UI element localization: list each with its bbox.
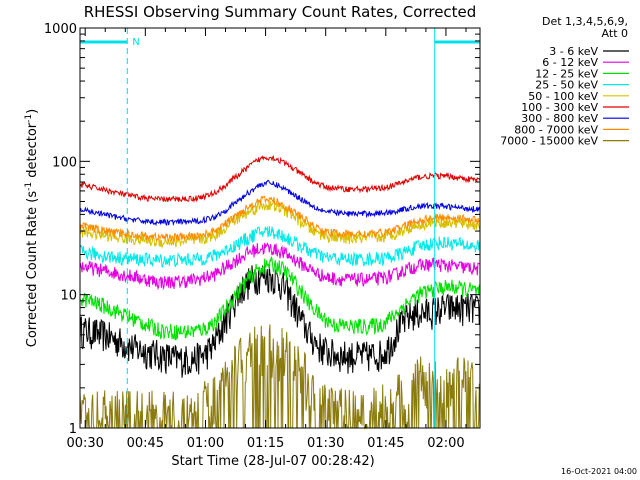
y-tick-label-1: 10	[60, 289, 77, 304]
y-axis-label-end: )	[25, 109, 40, 114]
legend-label-6: 300 - 800 keV	[521, 112, 598, 125]
x-tick-label-0: 00:30	[66, 436, 103, 451]
legend-header-line2: Att 0	[602, 27, 628, 40]
y-axis-label-sup2: -1	[24, 114, 34, 123]
series-line-3	[79, 225, 481, 268]
x-tick-label-2: 01:00	[187, 436, 224, 451]
plot-frame	[79, 27, 481, 429]
series-line-5	[79, 155, 481, 203]
legend-label-5: 100 - 300 keV	[521, 101, 598, 114]
y-tick-label-2: 100	[52, 155, 77, 170]
x-tick-label-1: 00:45	[127, 436, 164, 451]
series-line-8	[79, 324, 481, 430]
series-line-0	[79, 264, 481, 378]
legend-label-7: 800 - 7000 keV	[514, 123, 598, 136]
x-tick-label-4: 01:30	[307, 436, 344, 451]
chart-title: RHESSI Observing Summary Count Rates, Co…	[84, 3, 477, 21]
series-line-1	[79, 242, 481, 291]
legend-label-2: 12 - 25 keV	[535, 67, 598, 80]
night-flag-label: N	[132, 37, 139, 48]
legend-label-4: 50 - 100 keV	[528, 90, 598, 103]
x-tick-label-6: 02:00	[427, 436, 464, 451]
y-axis-label-mid: detector	[25, 122, 40, 182]
legend-label-1: 6 - 12 keV	[542, 56, 598, 69]
series-line-7	[79, 195, 481, 242]
legend-label-8: 7000 - 15000 keV	[500, 135, 598, 148]
y-axis-label-sup1: -1	[24, 182, 34, 191]
series-line-2	[79, 256, 481, 341]
legend-header-line1: Det 1,3,4,5,6,9,	[542, 15, 628, 28]
y-axis-label: Corrected Count Rate (s-1 detector-1)	[24, 109, 40, 347]
data-layer	[79, 155, 481, 430]
legend-label-3: 25 - 50 keV	[535, 79, 598, 92]
y-tick-label-3: 1000	[44, 22, 77, 37]
axis-layer: 00:30 00:45 01:00 01:15 01:30 01:45 02:00 1 10 10…	[44, 22, 480, 451]
x-axis-label: Start Time (28-Jul-07 00:28:42)	[171, 454, 374, 469]
legend-label-0: 3 - 6 keV	[549, 45, 598, 58]
series-line-6	[79, 179, 481, 227]
series-line-4	[79, 198, 481, 250]
x-tick-label-3: 01:15	[247, 436, 284, 451]
y-axis-label-main: Corrected Count Rate (s	[25, 191, 40, 348]
x-tick-label-5: 01:45	[367, 436, 404, 451]
timestamp: 16-Oct-2021 04:00	[561, 467, 637, 476]
y-tick-label-0: 1	[69, 422, 77, 437]
